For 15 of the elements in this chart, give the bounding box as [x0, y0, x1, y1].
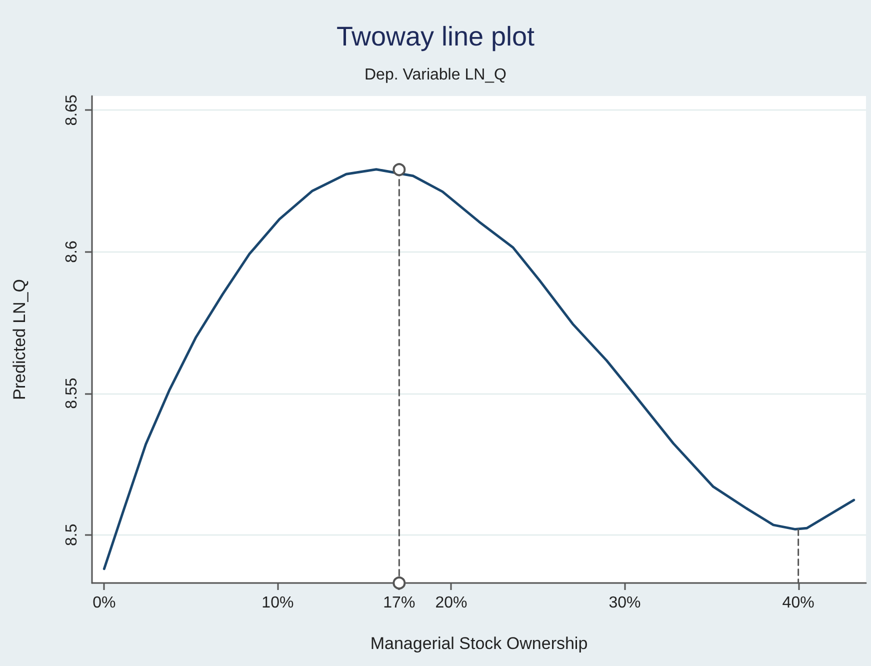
- y-tick-label: 8.65: [64, 94, 80, 126]
- x-tick-label: 40%: [782, 594, 814, 612]
- y-tick-label: 8.5: [64, 524, 80, 546]
- line-series: [102, 168, 856, 570]
- x-tick-label: 0%: [92, 594, 116, 612]
- chart-title: Twoway line plot: [336, 22, 536, 52]
- x-tick-label: 10%: [262, 594, 294, 612]
- y-axis-title: Predicted LN_Q: [10, 279, 29, 400]
- x-axis-title: Managerial Stock Ownership: [370, 634, 588, 653]
- chart-subtitle: Dep. Variable LN_Q: [364, 66, 506, 84]
- x-tick-label: 17%: [383, 594, 416, 612]
- y-tick-label: 8.55: [64, 378, 80, 409]
- x-tick-label: 30%: [608, 594, 641, 612]
- x-tick-label: 20%: [435, 594, 468, 612]
- y-tick-label: 8.6: [64, 240, 80, 263]
